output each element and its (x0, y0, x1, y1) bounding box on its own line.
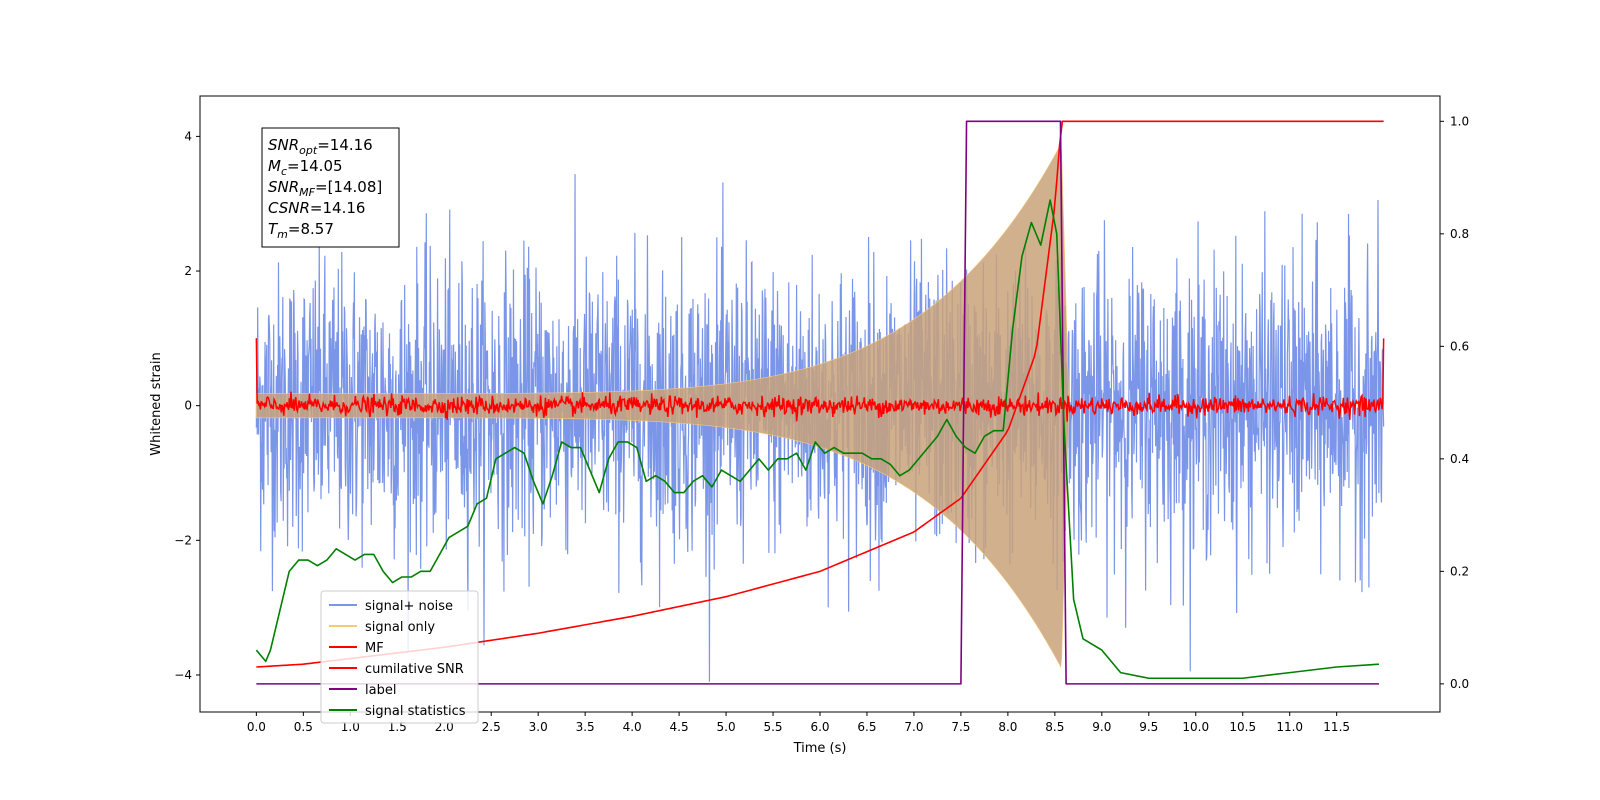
x-tick-label: 0.5 (294, 720, 313, 734)
x-tick-label: 11.5 (1323, 720, 1350, 734)
y-tick-label: −4 (174, 668, 192, 682)
annotation-line: Mc=14.05 (268, 157, 343, 178)
series-layer (255, 120, 1385, 685)
legend-entry: signal+ noise (365, 599, 453, 614)
x-tick-label: 5.0 (717, 720, 736, 734)
series-label (256, 120, 1379, 685)
legend-entry: signal only (365, 620, 435, 635)
x-tick-label: 8.0 (998, 720, 1017, 734)
x-tick-label: 3.5 (576, 720, 595, 734)
x-tick-label: 10.5 (1229, 720, 1256, 734)
y-tick-label: 2 (184, 264, 192, 278)
legend-entry: signal statistics (365, 704, 466, 719)
legend-entry: MF (365, 641, 384, 656)
legend-frame (320, 590, 479, 724)
x-tick-label: 6.0 (810, 720, 829, 734)
x-tick-label: 11.0 (1276, 720, 1303, 734)
legend: signal+ noise signal only MF cumilative SNR… (320, 590, 479, 724)
y-tick-label: 4 (184, 129, 192, 143)
y2-tick-label: 0.2 (1450, 564, 1469, 578)
x-tick-label: 7.5 (951, 720, 970, 734)
x-axis-label: Time (s) (793, 741, 847, 756)
x-tick-label: 2.5 (482, 720, 501, 734)
y-tick-label: 0 (184, 399, 192, 413)
annotation-line: Tm=8.57 (268, 220, 334, 241)
x-tick-label: 3.0 (529, 720, 548, 734)
x-tick-label: 4.0 (623, 720, 642, 734)
annotation-box: SNRopt=14.16Mc=14.05SNRMF=[14.08]CSNR=14… (261, 127, 400, 248)
y-axis-left: −4 −2 0 2 4 (174, 129, 200, 682)
y-tick-label: −2 (174, 533, 192, 547)
annotation-line: SNRopt=14.16 (268, 136, 373, 157)
x-tick-label: 10.0 (1182, 720, 1209, 734)
annotation-frame (261, 127, 400, 248)
x-tick-label: 4.5 (670, 720, 689, 734)
y2-tick-label: 0.0 (1450, 677, 1469, 691)
y2-tick-label: 1.0 (1450, 114, 1469, 128)
x-tick-label: 8.5 (1045, 720, 1064, 734)
series-mf (255, 338, 1385, 422)
annotation-line: CSNR=14.16 (268, 199, 365, 217)
x-tick-label: 6.5 (857, 720, 876, 734)
x-tick-label: 0.0 (247, 720, 266, 734)
legend-entry: label (365, 683, 396, 698)
x-axis: 0.0 0.5 1.0 1.5 2.0 2.5 3.0 3.5 4.0 4.5 5.0 5.5 6.0 6… (247, 712, 1350, 734)
y2-tick-label: 0.6 (1450, 339, 1469, 353)
x-tick-label: 9.5 (1139, 720, 1158, 734)
series-signal-statistics (255, 199, 1379, 680)
y-axis-right: 0.0 0.2 0.4 0.6 0.8 1.0 (1440, 114, 1469, 691)
y-axis-label: Whitened strain (149, 352, 164, 455)
x-tick-label: 5.5 (763, 720, 782, 734)
legend-entry: cumilative SNR (365, 662, 464, 677)
y2-tick-label: 0.4 (1450, 452, 1469, 466)
y2-tick-label: 0.8 (1450, 227, 1469, 241)
annotation-line: SNRMF=[14.08] (268, 178, 382, 199)
x-tick-label: 9.0 (1092, 720, 1111, 734)
x-tick-label: 7.0 (904, 720, 923, 734)
